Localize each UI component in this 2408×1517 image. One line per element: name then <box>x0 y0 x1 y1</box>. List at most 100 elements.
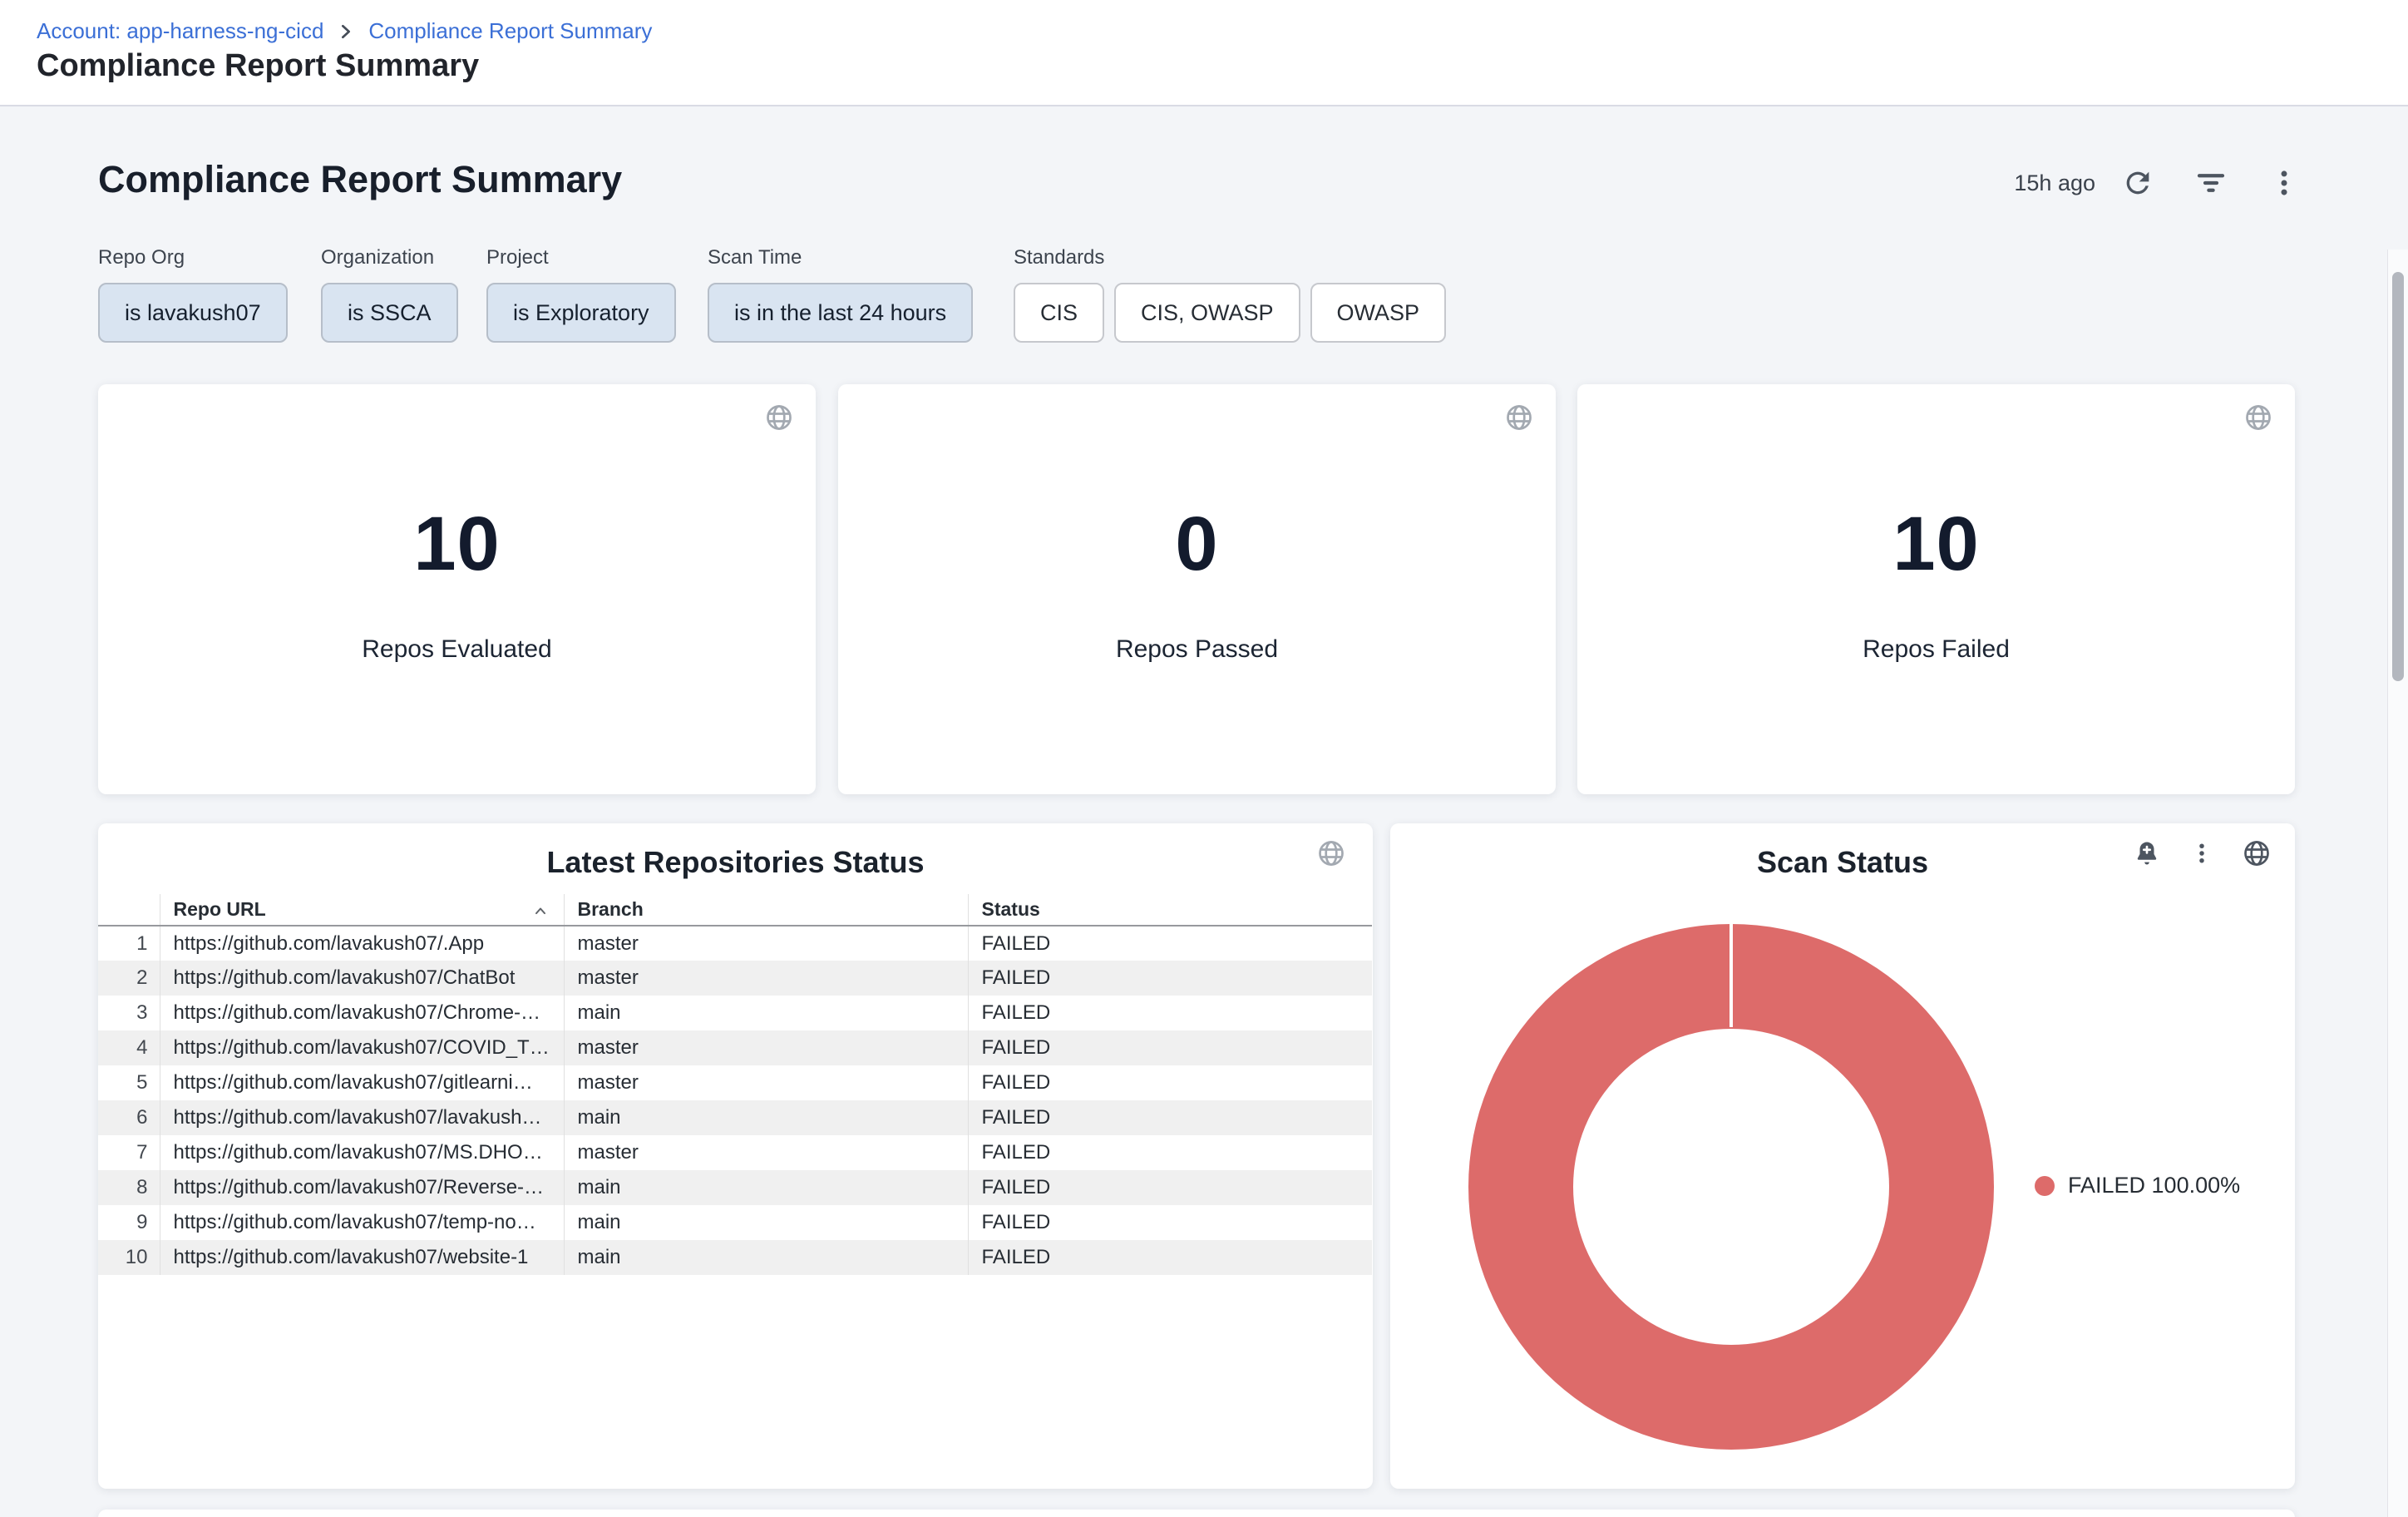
filter-group-scan-time: Scan Time is in the last 24 hours <box>708 246 973 343</box>
filter-chip[interactable]: is lavakush07 <box>98 283 288 343</box>
filter-chip-row: CISCIS, OWASPOWASP <box>1014 283 1446 343</box>
stat-label: Repos Failed <box>1577 635 2295 664</box>
scan-status-tile: Scan Status FAILED 100.00% <box>1390 823 2295 1489</box>
repo-status-table: Repo URL Branch Status 1https://github.c… <box>98 894 1372 1275</box>
row-number-cell: 1 <box>98 926 160 961</box>
table-row: 7https://github.com/lavakush07/MS.DHO…ma… <box>98 1135 1372 1170</box>
globe-icon[interactable] <box>1504 403 1534 432</box>
filter-label: Standards <box>1014 246 1446 269</box>
filter-chip[interactable]: is Exploratory <box>486 283 676 343</box>
vertical-scrollbar-thumb[interactable] <box>2392 272 2404 681</box>
dashboard-more-button[interactable] <box>2265 164 2303 202</box>
row-number-cell: 5 <box>98 1065 160 1100</box>
filters-toggle-button[interactable] <box>2192 164 2230 202</box>
filter-chip[interactable]: is in the last 24 hours <box>708 283 973 343</box>
filter-chip[interactable]: OWASP <box>1310 283 1447 343</box>
filter-chip[interactable]: CIS <box>1014 283 1104 343</box>
breadcrumb: Account: app-harness-ng-cicd Compliance … <box>37 18 652 44</box>
row-number-cell: 9 <box>98 1205 160 1240</box>
globe-icon[interactable] <box>1316 838 1346 868</box>
repo-url-cell: https://github.com/lavakush07/temp-no… <box>160 1205 564 1240</box>
globe-button[interactable] <box>2240 837 2273 870</box>
branch-cell: main <box>564 996 968 1030</box>
refresh-button[interactable] <box>2119 164 2157 202</box>
status-cell: FAILED <box>968 1240 1372 1275</box>
legend-failed-swatch[interactable] <box>2035 1176 2055 1196</box>
row-number-cell: 3 <box>98 996 160 1030</box>
breadcrumb-current-link[interactable]: Compliance Report Summary <box>368 18 652 44</box>
sort-asc-icon <box>532 902 549 919</box>
stat-card-repos-evaluated: 10 Repos Evaluated <box>98 384 816 794</box>
stat-card-repos-failed: 10 Repos Failed <box>1577 384 2295 794</box>
filter-chip-row: is lavakush07 <box>98 283 288 343</box>
latest-repositories-status-tile: Latest Repositories Status Repo URL Bran… <box>98 823 1373 1489</box>
branch-cell: main <box>564 1240 968 1275</box>
repo-url-cell: https://github.com/lavakush07/.App <box>160 926 564 961</box>
row-number-cell: 8 <box>98 1170 160 1205</box>
status-cell: FAILED <box>968 961 1372 996</box>
table-header-row: Repo URL Branch Status <box>98 894 1372 926</box>
status-cell: FAILED <box>968 926 1372 961</box>
page-title: Compliance Report Summary <box>37 48 479 84</box>
branch-cell: main <box>564 1205 968 1240</box>
filter-group-repo-org: Repo Org is lavakush07 <box>98 246 288 343</box>
dashboard-actions: 15h ago <box>2014 163 2303 203</box>
row-number-cell: 7 <box>98 1135 160 1170</box>
next-tile-partial <box>98 1510 2295 1517</box>
filter-label: Scan Time <box>708 246 973 269</box>
filter-chip-row: is Exploratory <box>486 283 676 343</box>
column-header-branch[interactable]: Branch <box>564 894 968 926</box>
filter-label: Organization <box>321 246 458 269</box>
filter-chip[interactable]: CIS, OWASP <box>1114 283 1300 343</box>
globe-icon[interactable] <box>2243 403 2273 432</box>
table-row: 10https://github.com/lavakush07/website-… <box>98 1240 1372 1275</box>
repo-url-cell: https://github.com/lavakush07/COVID_T… <box>160 1030 564 1065</box>
branch-cell: master <box>564 1030 968 1065</box>
repo-url-cell: https://github.com/lavakush07/MS.DHO… <box>160 1135 564 1170</box>
branch-cell: master <box>564 961 968 996</box>
last-refreshed-label: 15h ago <box>2014 170 2095 196</box>
branch-cell: main <box>564 1100 968 1135</box>
filter-chip-row: is SSCA <box>321 283 458 343</box>
status-cell: FAILED <box>968 996 1372 1030</box>
chart-legend: FAILED 100.00% <box>2035 1173 2240 1198</box>
alerts-button[interactable] <box>2130 837 2164 870</box>
repo-url-cell: https://github.com/lavakush07/gitlearni… <box>160 1065 564 1100</box>
donut-ring[interactable] <box>1468 924 1994 1450</box>
stat-label: Repos Evaluated <box>98 635 816 664</box>
table-title: Latest Repositories Status <box>98 845 1373 880</box>
page-header: Account: app-harness-ng-cicd Compliance … <box>0 0 2408 106</box>
row-number-cell: 4 <box>98 1030 160 1065</box>
filter-label: Repo Org <box>98 246 288 269</box>
table-row: 3https://github.com/lavakush07/Chrome-…m… <box>98 996 1372 1030</box>
donut-hole <box>1573 1029 1889 1345</box>
filter-group-standards: Standards CISCIS, OWASPOWASP <box>1014 246 1446 343</box>
column-header-repo-url[interactable]: Repo URL <box>160 894 564 926</box>
status-cell: FAILED <box>968 1135 1372 1170</box>
status-cell: FAILED <box>968 1170 1372 1205</box>
branch-cell: master <box>564 1065 968 1100</box>
filters-bar: Repo Org is lavakush07 Organization is S… <box>0 246 2408 346</box>
status-cell: FAILED <box>968 1030 1372 1065</box>
status-cell: FAILED <box>968 1100 1372 1135</box>
globe-icon[interactable] <box>764 403 794 432</box>
repo-url-cell: https://github.com/lavakush07/website-1 <box>160 1240 564 1275</box>
donut-slice-boundary <box>1730 924 1733 1027</box>
filter-chip[interactable]: is SSCA <box>321 283 458 343</box>
branch-cell: master <box>564 1135 968 1170</box>
breadcrumb-account-link[interactable]: Account: app-harness-ng-cicd <box>37 18 323 44</box>
stat-label: Repos Passed <box>838 635 1556 664</box>
repo-url-cell: https://github.com/lavakush07/lavakush… <box>160 1100 564 1135</box>
branch-cell: master <box>564 926 968 961</box>
refresh-icon <box>2121 166 2154 200</box>
row-number-header <box>98 894 160 926</box>
breadcrumb-chevron-icon <box>337 22 355 41</box>
repo-url-cell: https://github.com/lavakush07/ChatBot <box>160 961 564 996</box>
table-row: 1https://github.com/lavakush07/.Appmaste… <box>98 926 1372 961</box>
vertical-scrollbar-track[interactable] <box>2387 250 2408 1517</box>
row-number-cell: 10 <box>98 1240 160 1275</box>
tile-more-button[interactable] <box>2185 837 2218 870</box>
table-row: 6https://github.com/lavakush07/lavakush…… <box>98 1100 1372 1135</box>
legend-failed-label[interactable]: FAILED 100.00% <box>2068 1173 2240 1198</box>
column-header-status[interactable]: Status <box>968 894 1372 926</box>
